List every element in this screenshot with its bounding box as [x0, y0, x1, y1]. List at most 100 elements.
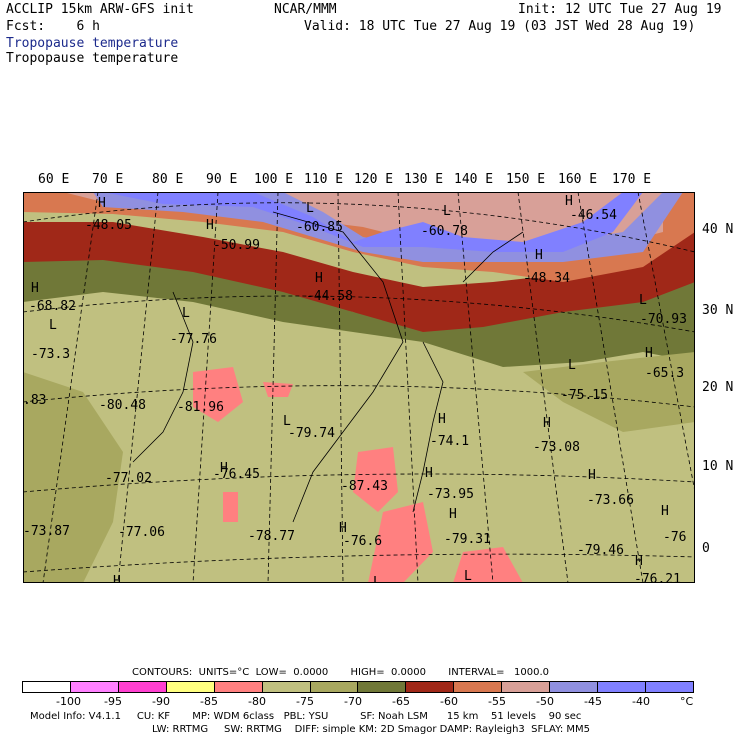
colorbar-swatch [262, 682, 311, 692]
temperature-value: -76.6 [343, 534, 382, 549]
longitude-label: 80 E [152, 172, 184, 187]
colorbar-label: -80 [248, 695, 266, 708]
high-marker: H [113, 574, 121, 583]
temperature-value: -76.21 [634, 572, 681, 583]
coastlines [132, 211, 524, 523]
latitude-label: 40 N [702, 222, 734, 237]
longitude-label: 70 E [92, 172, 124, 187]
temperature-value: -68.82 [29, 299, 76, 314]
low-marker: L [464, 569, 472, 583]
low-marker: L [283, 414, 291, 429]
colorbar-label: -100 [56, 695, 81, 708]
longitude-label: 170 E [612, 172, 652, 187]
longitude-label: 90 E [206, 172, 238, 187]
red-band [23, 192, 695, 332]
colorbar-swatch [598, 682, 646, 692]
contour-info: CONTOURS: UNITS=°C LOW= 0.0000 HIGH= 0.0… [132, 667, 550, 678]
temperature-value: -48.34 [523, 271, 570, 286]
temperature-value: -44.58 [306, 289, 353, 304]
temperature-value: -73.95 [427, 487, 474, 502]
olive-east [523, 352, 695, 432]
blue-band [103, 192, 643, 252]
colorbar-label: -45 [584, 695, 602, 708]
high-marker: H [98, 196, 106, 211]
temperature-value: -74.1 [430, 434, 469, 449]
colorbar-swatch [310, 682, 359, 692]
temperature-value: -76.45 [213, 467, 260, 482]
high-marker: H [588, 468, 596, 483]
low-marker: L [639, 293, 647, 308]
temperature-value: -79.46 [577, 543, 624, 558]
temperature-value: -60.85 [296, 220, 343, 235]
colorbar-swatch [454, 682, 503, 692]
colorbar-swatch [214, 682, 263, 692]
temperature-value: -50.99 [213, 238, 260, 253]
longitude-label: 120 E [354, 172, 394, 187]
latitude-label: 0 [702, 541, 710, 556]
graticule [23, 192, 695, 583]
colorbar-label: -95 [104, 695, 122, 708]
high-marker: H [438, 412, 446, 427]
temperature-value: -73.87 [23, 524, 70, 539]
temperature-value: -65.3 [645, 366, 684, 381]
colorbar-label: °C [680, 695, 694, 708]
colorbar-swatch [502, 682, 551, 692]
longitude-label: 140 E [454, 172, 494, 187]
low-marker: L [443, 204, 451, 219]
colorbar-label: -75 [296, 695, 314, 708]
field-title-contour: Tropopause temperature [6, 51, 179, 66]
temperature-value: -70.93 [640, 312, 687, 327]
colorbar-label: -65 [392, 695, 410, 708]
longitude-label: 130 E [404, 172, 444, 187]
high-marker: H [543, 416, 551, 431]
high-marker: H [645, 346, 653, 361]
org-label: NCAR/MMM [274, 2, 337, 17]
temperature-value: -48.05 [85, 218, 132, 233]
colorbar-swatch [23, 682, 71, 692]
temperature-value: -81.96 [177, 400, 224, 415]
colorbar-label: -60 [440, 695, 458, 708]
olive-band [23, 252, 695, 367]
low-marker: L [49, 318, 57, 333]
colorbar-label: -40 [632, 695, 650, 708]
colorbar-swatch [166, 682, 215, 692]
temperature-value: -60.78 [421, 224, 468, 239]
temperature-value: -46.54 [570, 208, 617, 223]
longitude-label: 60 E [38, 172, 70, 187]
model-title: ACCLIP 15km ARW-GFS init [6, 2, 194, 17]
high-marker: H [535, 248, 543, 263]
colorbar-swatch [406, 682, 455, 692]
model-info-line1: Model Info: V4.1.1 CU: KF MP: WDM 6class… [30, 711, 582, 722]
colorbar-swatch [645, 682, 693, 692]
longitude-label: 160 E [558, 172, 598, 187]
temperature-value: -73.08 [533, 440, 580, 455]
cold-patches [193, 367, 523, 583]
olive-west [23, 372, 123, 583]
valid-time: Valid: 18 UTC Tue 27 Aug 19 (03 JST Wed … [304, 19, 696, 34]
temperature-value: -75.15 [561, 388, 608, 403]
model-info-line2: LW: RRTMG SW: RRTMG DIFF: simple KM: 2D … [152, 724, 591, 735]
longitude-label: 110 E [304, 172, 344, 187]
colorbar-label: -50 [536, 695, 554, 708]
temperature-value: -79.74 [288, 426, 335, 441]
colorbar-label: -55 [488, 695, 506, 708]
colorbar-swatch [118, 682, 167, 692]
temperature-value: -87.43 [341, 479, 388, 494]
temperature-value: -73.66 [587, 493, 634, 508]
colorbar-label: -70 [344, 695, 362, 708]
high-marker: H [315, 271, 323, 286]
high-marker: H [425, 466, 433, 481]
high-marker: H [661, 504, 669, 519]
temperature-value: -76 [663, 530, 686, 545]
colorbar-swatch [70, 682, 119, 692]
high-marker: H [31, 281, 39, 296]
latitude-label: 10 N [702, 459, 734, 474]
colorbar [22, 681, 694, 693]
temperature-value: -79.31 [444, 532, 491, 547]
high-marker: H [449, 507, 457, 522]
high-marker: H [220, 461, 228, 476]
high-marker: H [339, 521, 347, 536]
temperature-value: -77.06 [118, 525, 165, 540]
latitude-label: 30 N [702, 303, 734, 318]
low-marker: L [568, 358, 576, 373]
